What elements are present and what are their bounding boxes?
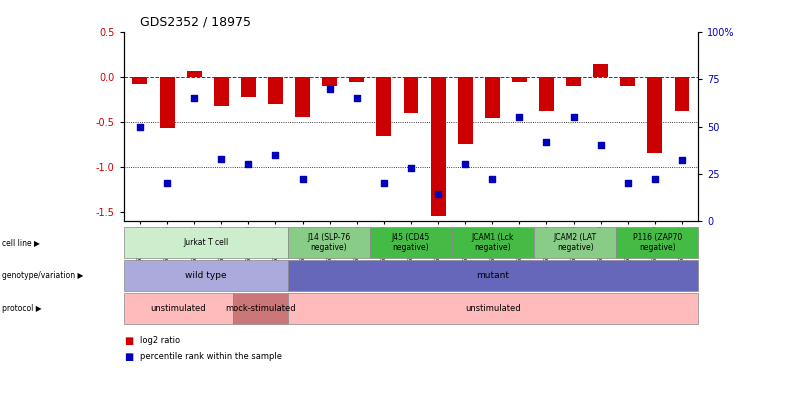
Point (242, 161, 255, 168)
Point (160, 180, 173, 186)
Point (459, 161, 472, 168)
Bar (566, 77, 581, 86)
Point (567, 114, 580, 120)
Text: unstimulated: unstimulated (465, 304, 521, 313)
Bar (160, 77, 175, 128)
Text: JCAM1 (Lck
negative): JCAM1 (Lck negative) (472, 233, 514, 252)
Point (540, 139, 553, 145)
Bar (214, 77, 229, 106)
Text: J14 (SLP-76
negative): J14 (SLP-76 negative) (307, 233, 350, 252)
Point (622, 180, 634, 186)
Bar (241, 77, 256, 97)
Point (649, 176, 662, 183)
Text: P116 (ZAP70
negative): P116 (ZAP70 negative) (633, 233, 681, 252)
Point (215, 156, 227, 162)
Text: mutant: mutant (476, 271, 510, 280)
Point (269, 151, 282, 158)
Point (405, 165, 417, 171)
Bar (674, 77, 689, 111)
Text: unstimulated: unstimulated (151, 304, 206, 313)
Text: log2 ratio: log2 ratio (140, 336, 180, 345)
Point (133, 123, 146, 130)
Bar (377, 77, 391, 136)
Point (323, 85, 336, 92)
Text: mock-stimulated: mock-stimulated (225, 304, 296, 313)
Text: protocol ▶: protocol ▶ (2, 304, 41, 313)
Bar (647, 77, 662, 153)
Bar (268, 77, 283, 104)
Point (486, 176, 499, 183)
Bar (431, 77, 445, 216)
Text: ■: ■ (124, 336, 133, 345)
Text: Jurkat T cell: Jurkat T cell (184, 238, 228, 247)
Bar (350, 77, 364, 82)
Bar (132, 77, 148, 83)
Point (432, 191, 444, 198)
Bar (404, 77, 418, 113)
Bar (485, 77, 500, 117)
Text: J45 (CD45
negative): J45 (CD45 negative) (392, 233, 430, 252)
Bar (620, 77, 635, 86)
Point (377, 180, 390, 186)
Point (188, 95, 200, 102)
Point (676, 157, 689, 164)
Text: GDS2352 / 18975: GDS2352 / 18975 (140, 15, 251, 28)
Bar (539, 77, 554, 111)
Text: cell line ▶: cell line ▶ (2, 238, 39, 247)
Bar (322, 77, 337, 86)
Text: JCAM2 (LAT
negative): JCAM2 (LAT negative) (554, 233, 597, 252)
Point (350, 95, 363, 102)
Point (513, 114, 526, 120)
Bar (458, 77, 472, 145)
Point (296, 176, 309, 183)
Bar (295, 77, 310, 117)
Bar (512, 77, 527, 82)
Text: wild type: wild type (185, 271, 227, 280)
Text: percentile rank within the sample: percentile rank within the sample (140, 352, 282, 361)
Text: ■: ■ (124, 352, 133, 362)
Point (595, 142, 607, 149)
Bar (187, 71, 202, 77)
Bar (593, 64, 608, 77)
Text: genotype/variation ▶: genotype/variation ▶ (2, 271, 83, 280)
